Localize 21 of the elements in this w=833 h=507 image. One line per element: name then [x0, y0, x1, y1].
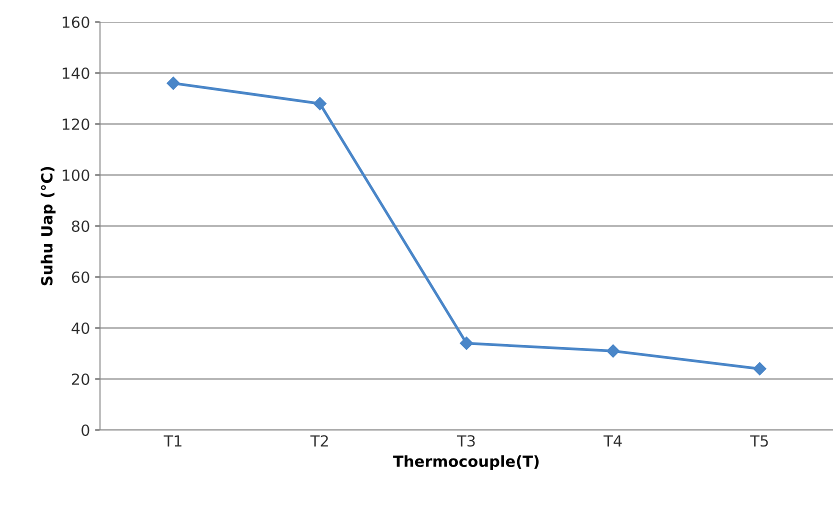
y-tick-label: 0	[82, 424, 90, 436]
point	[166, 76, 180, 90]
x-tick-label: T5	[750, 435, 768, 447]
y-tick-label: 40	[72, 322, 90, 334]
y-tick-label: 20	[72, 373, 90, 386]
point	[606, 344, 620, 358]
x-axis-title: Thermocouple(T)	[393, 455, 539, 470]
point	[753, 362, 766, 376]
x-tick-label: T3	[456, 435, 475, 447]
x-tick-label: T4	[604, 435, 622, 446]
y-tick-label: 100	[62, 169, 90, 182]
y-tick-label: 80	[72, 220, 90, 232]
point	[313, 97, 326, 110]
x-tick-label: T1	[164, 435, 182, 446]
y-tick-label: 60	[72, 271, 90, 284]
y-tick-label: 140	[62, 67, 90, 80]
y-tick-label: 120	[62, 118, 90, 130]
point	[460, 336, 474, 350]
y-tick-label: 160	[62, 16, 90, 28]
x-tick-label: T2	[310, 435, 328, 446]
y-axis-title: Suhu Uap (°C)	[40, 166, 56, 286]
